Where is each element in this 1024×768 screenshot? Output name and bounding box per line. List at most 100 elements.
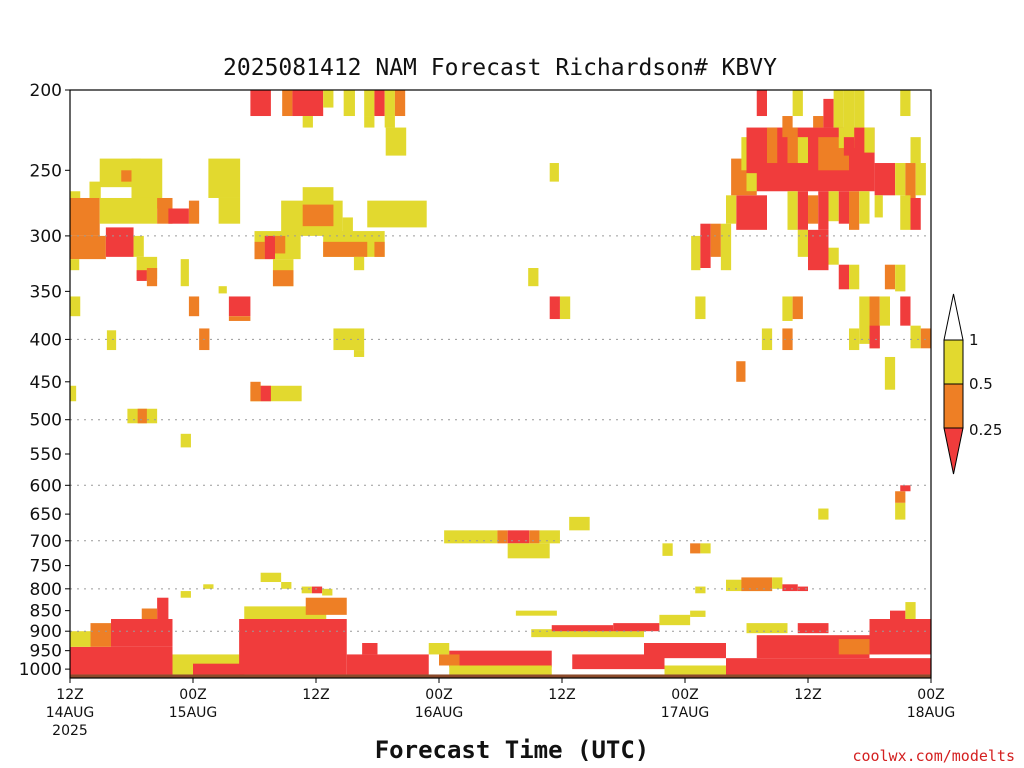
richardson-cell <box>549 163 559 182</box>
boundary-layer-cell <box>305 597 347 615</box>
richardson-cell <box>384 90 395 117</box>
x-tick-label: 12Z <box>794 687 821 703</box>
richardson-cell <box>133 235 144 257</box>
richardson-cell <box>282 90 293 117</box>
boundary-layer-cell <box>157 597 169 620</box>
richardson-cell <box>89 181 101 198</box>
x-tick-label: 00Z <box>917 687 944 703</box>
richardson-cell <box>121 170 132 182</box>
richardson-cell <box>813 116 824 128</box>
y-tick-label: 700 <box>30 532 62 552</box>
richardson-cell <box>849 191 860 230</box>
colorbar-legend: 0.25 0.5 1 <box>943 293 1002 475</box>
richardson-cell <box>808 195 819 224</box>
richardson-cell <box>302 116 313 128</box>
richardson-cell <box>301 586 312 594</box>
richardson-cell <box>70 296 81 317</box>
boundary-layer-cell <box>613 623 660 632</box>
richardson-cell <box>900 195 911 230</box>
richardson-cell <box>311 586 323 594</box>
richardson-cell <box>168 208 189 224</box>
boundary-layer-cell <box>797 623 829 634</box>
richardson-cell <box>250 381 261 402</box>
richardson-cell <box>756 90 767 117</box>
boundary-layer-cell <box>890 610 906 620</box>
x-tick-label: 15AUG <box>169 705 218 721</box>
x-tick-label: 14AUG <box>46 705 95 721</box>
boundary-layer-cell <box>726 658 931 675</box>
richardson-cell <box>884 356 896 390</box>
richardson-cell <box>905 163 916 205</box>
richardson-cell <box>782 584 798 592</box>
richardson-cell <box>137 408 147 424</box>
plot-area <box>70 90 931 678</box>
richardson-cell <box>662 543 673 556</box>
richardson-cell <box>823 98 834 128</box>
richardson-cell <box>726 195 737 224</box>
richardson-cell <box>884 264 896 290</box>
richardson-cell <box>843 137 855 156</box>
richardson-cell <box>323 241 368 257</box>
richardson-cell <box>394 90 406 117</box>
richardson-cell <box>260 385 271 402</box>
richardson-cell <box>910 137 921 164</box>
colorbar-segment <box>943 339 964 385</box>
richardson-cell <box>869 296 880 349</box>
boundary-layer-cell <box>70 646 173 675</box>
x-tick-label: 12Z <box>302 687 329 703</box>
boundary-layer-cell <box>111 619 173 647</box>
richardson-cell <box>254 241 265 260</box>
richardson-cell <box>333 328 365 351</box>
colorbar-bottom-arrow <box>943 427 964 475</box>
richardson-cell <box>292 90 324 117</box>
colorbar-label: 0.25 <box>969 421 1002 439</box>
richardson-cell <box>353 350 365 357</box>
richardson-cell <box>281 582 292 589</box>
y-tick-label: 400 <box>30 330 62 350</box>
richardson-cell <box>874 163 896 196</box>
chart-title: 2025081412 NAM Forecast Richardson# KBVY <box>223 55 777 81</box>
richardson-cell <box>228 296 251 317</box>
x-axis-title: Forecast Time (UTC) <box>375 736 650 764</box>
richardson-cell <box>720 223 732 271</box>
richardson-cell <box>854 90 865 128</box>
richardson-cell <box>869 325 880 349</box>
boundary-layer-cell <box>869 619 931 655</box>
richardson-cell <box>797 137 808 164</box>
richardson-cell <box>691 235 701 271</box>
richardson-cell <box>70 235 106 260</box>
richardson-cell <box>910 197 921 230</box>
richardson-cell <box>700 223 711 269</box>
richardson-cell <box>250 90 271 117</box>
richardson-cell <box>782 116 793 138</box>
plot-frame <box>69 89 932 679</box>
richardson-cell <box>864 127 875 153</box>
richardson-cell <box>264 235 275 260</box>
richardson-cell <box>260 572 282 583</box>
y-tick-label: 800 <box>30 580 62 600</box>
richardson-cell <box>322 588 333 596</box>
richardson-cell <box>859 296 870 344</box>
richardson-cell <box>782 296 793 321</box>
richardson-cell <box>302 204 334 227</box>
richardson-cell <box>180 259 189 287</box>
x-tick-label: 16AUG <box>415 705 464 721</box>
boundary-layer-cell <box>239 619 347 675</box>
richardson-cell <box>818 508 829 520</box>
richardson-cell <box>859 191 870 224</box>
colorbar-label: 1 <box>969 331 979 349</box>
boundary-layer-cell <box>70 631 91 647</box>
y-tick-label: 450 <box>30 373 62 393</box>
y-tick-label: 200 <box>30 81 62 101</box>
boundary-layer-cell <box>905 602 916 620</box>
richardson-cell <box>849 264 860 290</box>
richardson-cell <box>787 191 798 230</box>
y-tick-label: 1000 <box>19 660 62 680</box>
richardson-cell <box>710 223 721 257</box>
credit-text: coolwx.com/modelts <box>852 747 1015 765</box>
richardson-cell <box>353 256 365 271</box>
y-tick-label: 550 <box>30 445 62 465</box>
richardson-cell <box>915 163 926 196</box>
boundary-layer-cell <box>515 610 557 616</box>
boundary-layer-cell <box>551 625 614 632</box>
